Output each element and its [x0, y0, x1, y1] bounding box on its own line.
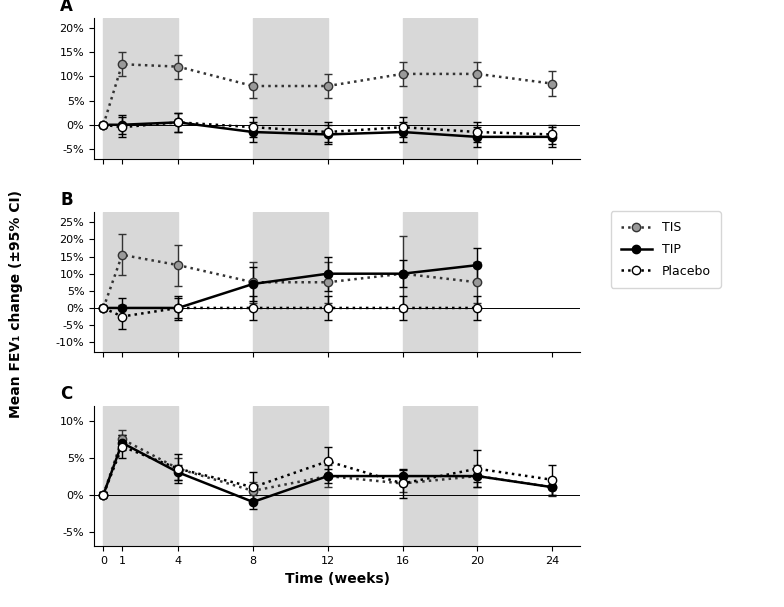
Bar [103, 406, 178, 546]
Text: A: A [60, 0, 73, 15]
Text: Mean FEV₁ change (±95% CI): Mean FEV₁ change (±95% CI) [9, 189, 23, 418]
Bar [402, 406, 477, 546]
Bar [103, 212, 178, 353]
Legend: TIS, TIP, Placebo: TIS, TIP, Placebo [611, 211, 721, 288]
Bar [402, 18, 477, 158]
X-axis label: Time (weeks): Time (weeks) [285, 572, 390, 586]
Bar [253, 212, 328, 353]
Bar [253, 18, 328, 158]
Text: B: B [60, 191, 73, 209]
Text: C: C [60, 385, 72, 403]
Bar [402, 212, 477, 353]
Bar [253, 406, 328, 546]
Bar [103, 18, 178, 158]
